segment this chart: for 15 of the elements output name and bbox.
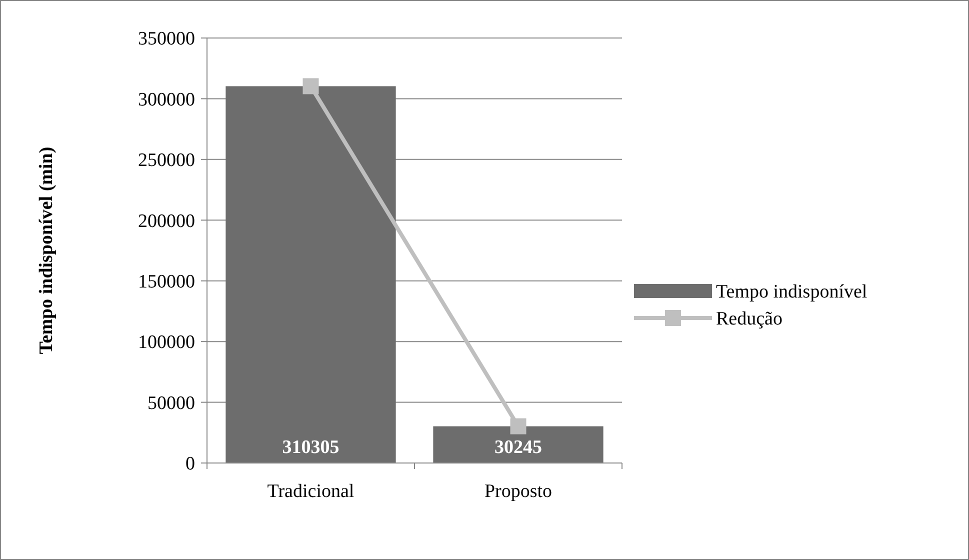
y-tick-label: 100000 [138,332,195,354]
y-tick-label: 200000 [138,210,195,232]
data-label: 310305 [282,437,340,458]
x-tick-label: Tradicional [267,481,354,502]
y-tick-label: 0 [186,454,195,475]
y-axis-title: Tempo indisponível (min) [36,146,57,354]
y-tick-label: 50000 [148,392,195,414]
data-label: 30245 [494,437,542,458]
legend-label: Tempo indisponível [716,282,868,303]
y-tick-label: 250000 [138,150,195,172]
y-tick-label: 350000 [138,28,195,50]
y-tick-label: 150000 [138,272,195,293]
x-tick-label: Proposto [484,481,552,502]
legend-label: Redução [716,308,782,330]
y-tick-label: 300000 [138,89,195,110]
